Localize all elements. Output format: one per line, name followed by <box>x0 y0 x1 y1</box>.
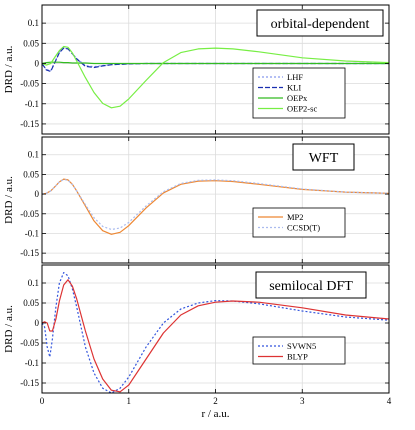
panel-title: WFT <box>309 151 339 166</box>
panel-title-box <box>256 9 384 37</box>
x-tick-label: 2 <box>213 396 218 406</box>
y-axis-label: DRD / a.u. <box>3 176 15 224</box>
y-tick-label: -0.1 <box>25 358 39 368</box>
y-tick-label: 0.05 <box>23 38 39 48</box>
series-line-ccsd-t- <box>41 178 390 231</box>
legend-box <box>252 207 346 238</box>
y-tick-label: 0 <box>35 318 40 328</box>
y-tick-label: -0.1 <box>25 99 39 109</box>
series-line-oep2-sc <box>41 45 390 109</box>
legend-box <box>252 67 346 119</box>
y-tick-label: 0 <box>35 58 40 68</box>
y-tick-label: 0.1 <box>28 150 39 160</box>
y-tick-label: 0 <box>35 189 40 199</box>
legend-entry: MP2 <box>287 212 304 222</box>
y-tick-label: -0.05 <box>20 338 39 348</box>
x-tick-label: 4 <box>387 396 392 406</box>
y-tick-label: -0.15 <box>20 119 39 129</box>
x-axis-label: r / a.u. <box>201 408 229 420</box>
legend-entry: CCSD(T) <box>287 223 320 233</box>
y-tick-label: -0.05 <box>20 79 39 89</box>
y-tick-label: -0.05 <box>20 209 39 219</box>
series-line-blyp <box>41 279 390 393</box>
panel-title: semilocal DFT <box>269 279 353 294</box>
legend-entry: LHF <box>287 72 303 82</box>
y-tick-label: 0.05 <box>23 169 39 179</box>
x-tick-label: 0 <box>40 396 45 406</box>
x-tick-label: 1 <box>127 396 132 406</box>
legend-entry: SVWN5 <box>287 341 316 351</box>
y-tick-label: 0.05 <box>23 298 39 308</box>
series-line-oepx <box>41 61 389 65</box>
y-tick-label: 0.1 <box>28 278 39 288</box>
legend-entry: OEPx <box>287 93 308 103</box>
legend-entry: OEP2-sc <box>287 104 317 114</box>
panel-title-box <box>255 271 367 299</box>
panel-title-box <box>292 143 355 171</box>
y-tick-label: -0.15 <box>20 248 39 258</box>
y-axis-label: DRD / a.u. <box>3 45 15 93</box>
y-tick-label: -0.15 <box>20 378 39 388</box>
legend-entry: BLYP <box>287 352 308 362</box>
legend-box <box>252 336 346 365</box>
legend-entry: KLI <box>287 83 301 93</box>
panel-title: orbital-dependent <box>271 17 370 32</box>
series-line-kli <box>41 47 389 73</box>
y-axis-label: DRD / a.u. <box>3 305 15 353</box>
x-tick-label: 3 <box>300 396 305 406</box>
y-tick-label: 0.1 <box>28 18 39 28</box>
y-tick-label: -0.1 <box>25 228 39 238</box>
